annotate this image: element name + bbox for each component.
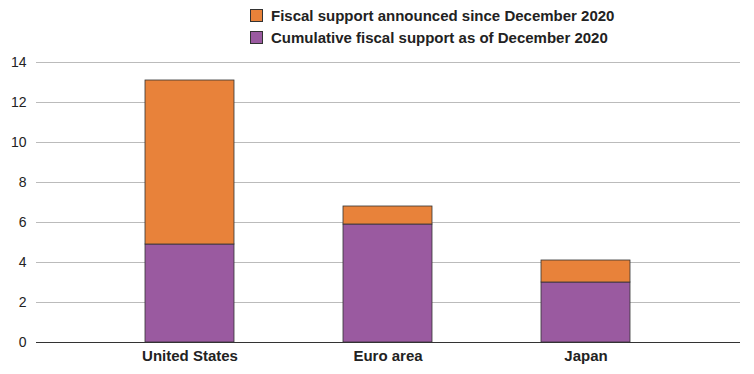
svg-text:14: 14 [11, 54, 27, 70]
svg-text:8: 8 [19, 174, 27, 190]
html-text:Cumulative fiscal support as o: Cumulative fiscal support as of December… [271, 28, 608, 46]
svg-text:6: 6 [19, 214, 27, 230]
svg-text:0: 0 [19, 334, 27, 350]
svg-text:4: 4 [19, 254, 27, 270]
html-text:Fiscal support announced since: Fiscal support announced since December … [271, 6, 615, 24]
svg-text:10: 10 [11, 134, 27, 150]
svg-text:Japan: Japan [564, 347, 607, 364]
svg-text:Euro area: Euro area [353, 347, 423, 364]
svg-text:2: 2 [19, 294, 27, 310]
svg-text:12: 12 [11, 94, 27, 110]
svg-text:United States: United States [142, 347, 238, 364]
